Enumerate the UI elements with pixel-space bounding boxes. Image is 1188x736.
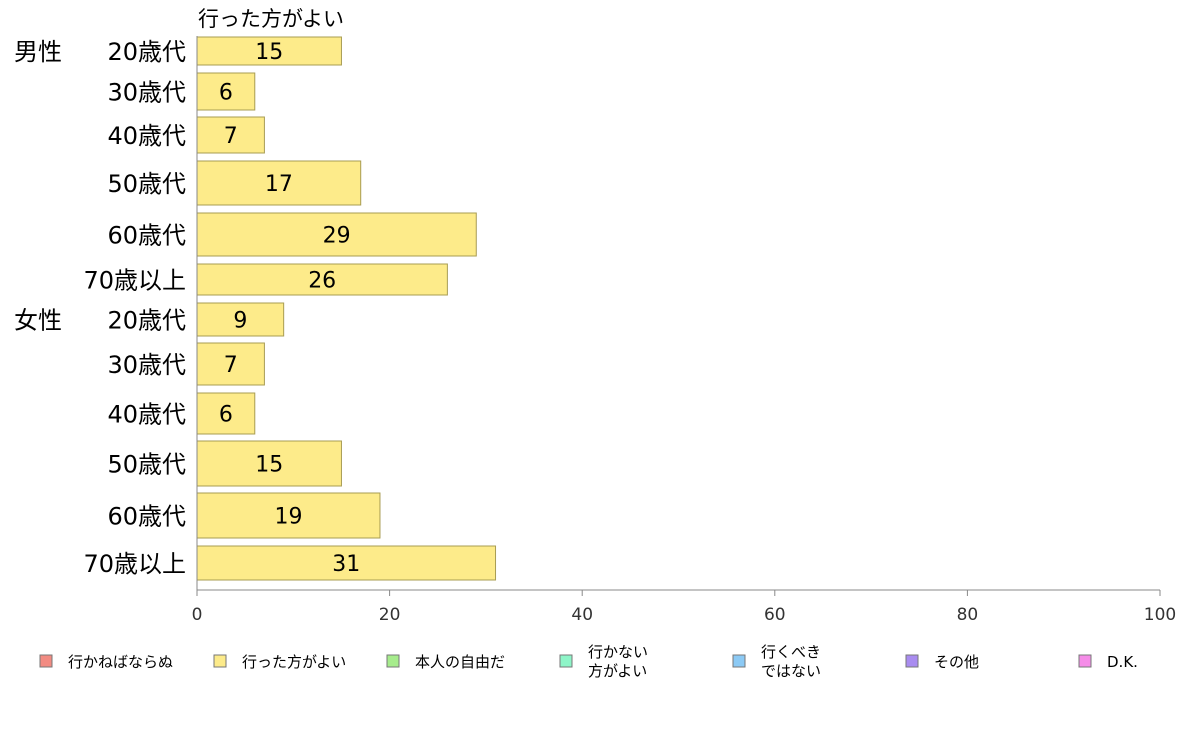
legend-label: D.K. [1107,653,1138,671]
bar [196,545,497,581]
legend-label: 行った方がよい [242,653,346,671]
legend-label: 行かねばならぬ [68,653,173,671]
bars-group: 15 6 7 17 29 26 9 7 6 15 19 31 [196,36,497,581]
x-tick-label: 100 [1144,605,1176,625]
category-labels: 20歳代男性30歳代40歳代50歳代60歳代70歳以上20歳代女性30歳代40歳… [14,38,186,578]
category-label: 50歳代 [107,170,186,198]
legend-swatch [1078,654,1092,668]
bar-value-label: 15 [255,40,283,65]
category-label: 70歳以上 [83,550,186,578]
bar [196,160,362,206]
legend-swatch [213,654,227,668]
x-axis: 0 20 40 60 80 100 [192,36,1176,625]
bar [196,302,285,337]
legend-label: 行かない方がよい [588,643,648,680]
bar-value-label: 15 [255,453,283,478]
bar-value-label: 7 [224,353,238,378]
legend-label: その他 [934,653,979,671]
category-label: 50歳代 [107,451,186,479]
bar-value-label: 31 [332,552,360,577]
bar-value-label: 7 [224,124,238,149]
x-tick-label: 60 [764,605,786,625]
category-label: 70歳以上 [83,267,186,295]
legend: 行かねばならぬ 行った方がよい 本人の自由だ 行かない方がよい 行くべきではない その他 D… [39,643,1138,680]
bar-value-label: 9 [233,309,247,334]
bar-value-label: 6 [219,81,233,106]
bar-value-label: 17 [265,172,293,197]
bar [196,36,342,66]
legend-swatch [732,654,746,668]
bar-value-label: 19 [274,505,302,530]
legend-label: 本人の自由だ [415,653,505,671]
x-tick-label: 40 [571,605,593,625]
category-label: 40歳代 [107,122,186,150]
legend-swatch [559,654,573,668]
legend-swatch [386,654,400,668]
category-label: 40歳代 [107,401,186,429]
series-title: 行った方がよい [198,7,344,31]
bar [196,440,342,487]
category-label: 20歳代 [107,38,186,66]
bar [196,116,265,154]
x-tick-label: 20 [379,605,401,625]
x-tick-label: 80 [957,605,979,625]
x-tick-label: 0 [192,605,203,625]
category-label: 20歳代 [107,307,186,335]
bar [196,72,256,111]
bar-value-label: 29 [323,224,351,249]
group-label: 女性 [14,307,62,335]
bar [196,212,477,257]
bar-value-label: 26 [308,269,336,294]
legend-label: 行くべきではない [761,643,821,680]
legend-swatch [39,654,53,668]
category-label: 60歳代 [107,503,186,531]
category-label: 30歳代 [107,351,186,379]
category-label: 60歳代 [107,222,186,250]
group-label: 男性 [14,38,62,66]
legend-swatch [905,654,919,668]
bar-value-label: 6 [219,403,233,428]
category-label: 30歳代 [107,79,186,107]
bar [196,492,381,539]
